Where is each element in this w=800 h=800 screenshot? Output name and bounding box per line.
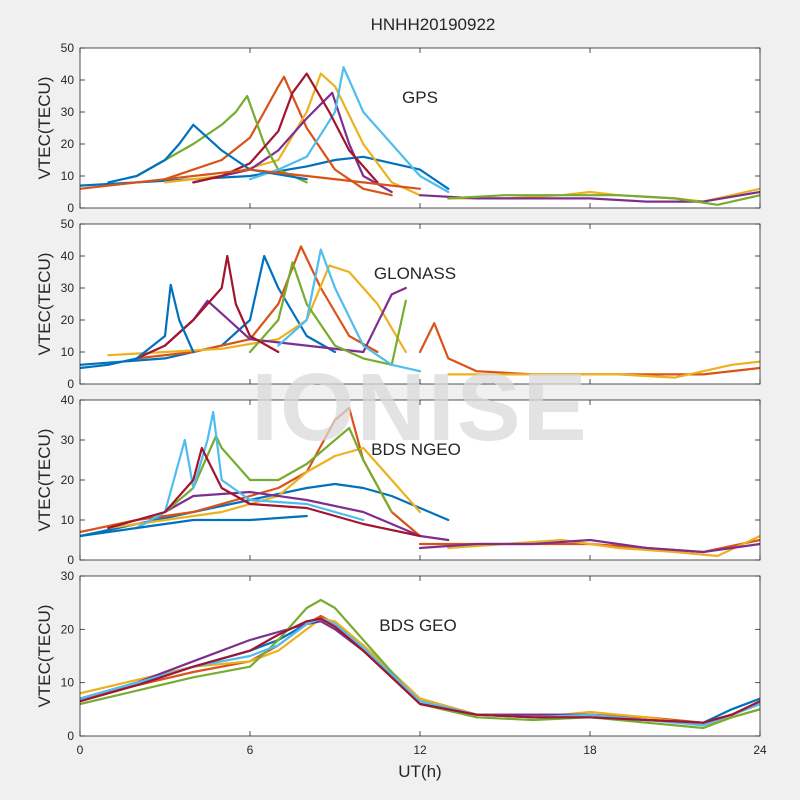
series-line [447, 194, 760, 206]
series-line [163, 75, 393, 197]
series-line [135, 410, 365, 530]
series-line [447, 360, 760, 379]
series-line [107, 123, 308, 184]
y-tick-label: 0 [67, 201, 74, 215]
subplot-1: 0 10 20 30 40 50 VTEC(TECU) GPS [35, 41, 761, 215]
y-tick-label: 30 [61, 105, 75, 119]
series-line [248, 261, 407, 366]
series-group [80, 245, 760, 379]
series-line [107, 446, 422, 538]
plot-area [80, 576, 760, 736]
series-line [80, 617, 760, 724]
y-axis-label: VTEC(TECU) [35, 605, 54, 708]
series-line [80, 168, 422, 190]
y-axis-label: VTEC(TECU) [35, 77, 54, 180]
series-line [248, 66, 450, 194]
y-tick-label: 10 [61, 676, 75, 690]
y-tick-label: 30 [61, 569, 75, 583]
series-line [80, 617, 760, 727]
series-line [80, 482, 450, 538]
series-line [107, 446, 422, 530]
y-tick-label: 10 [61, 169, 75, 183]
figure-title: HNHH20190922 [371, 15, 496, 34]
y-tick-label: 30 [61, 433, 75, 447]
subplot-4: 0 10 20 30 0 6 12 18 24 VTEC(TECU) BDS GEO [35, 569, 767, 757]
y-tick-label: 40 [61, 249, 75, 263]
x-tick-label: 6 [247, 743, 254, 757]
y-tick-label: 20 [61, 473, 75, 487]
y-tick-label: 0 [67, 377, 74, 391]
plot-area [80, 48, 760, 208]
y-tick-label: 40 [61, 393, 75, 407]
y-tick-label: 10 [61, 345, 75, 359]
x-tick-label: 12 [413, 743, 427, 757]
subplot-stack: 0 10 20 30 40 50 VTEC(TECU) GPS 0 10 20 30 40 50 VTEC(… [35, 41, 767, 757]
y-axis-label: VTEC(TECU) [35, 429, 54, 532]
series-group [80, 406, 760, 558]
subplot-2: 0 10 20 30 40 50 VTEC(TECU) GLONASS [35, 217, 761, 391]
subplot-3: 0 10 20 30 40 VTEC(TECU) BDS NGEO [35, 393, 761, 567]
x-axis-label: UT(h) [398, 762, 441, 781]
y-tick-label: 10 [61, 513, 75, 527]
y-tick-label: 20 [61, 622, 75, 636]
panel-label: GPS [402, 88, 438, 107]
x-tick-label: 0 [77, 743, 84, 757]
series-group [80, 598, 760, 730]
series-line [80, 598, 760, 730]
panel-label: BDS GEO [379, 616, 456, 635]
series-line [192, 91, 393, 194]
panel-label: GLONASS [374, 264, 456, 283]
series-line [135, 254, 280, 360]
series-line [163, 426, 393, 514]
series-line [135, 94, 308, 184]
series-line [80, 514, 308, 538]
x-tick-label: 24 [753, 743, 767, 757]
plot-area [80, 224, 760, 384]
y-tick-label: 0 [67, 729, 74, 743]
series-group [80, 66, 760, 206]
y-tick-label: 40 [61, 73, 75, 87]
y-tick-label: 50 [61, 41, 75, 55]
series-line [418, 538, 760, 554]
y-tick-label: 20 [61, 313, 75, 327]
watermark-text: IONISE [251, 354, 588, 461]
series-line [80, 155, 450, 190]
panel-label: BDS NGEO [371, 440, 461, 459]
y-axis-label: VTEC(TECU) [35, 253, 54, 356]
series-line [80, 283, 195, 370]
x-tick-label: 18 [583, 743, 597, 757]
y-tick-label: 30 [61, 281, 75, 295]
y-tick-label: 20 [61, 137, 75, 151]
series-line [80, 254, 337, 366]
series-line [277, 248, 422, 373]
y-tick-label: 0 [67, 553, 74, 567]
y-tick-label: 50 [61, 217, 75, 231]
